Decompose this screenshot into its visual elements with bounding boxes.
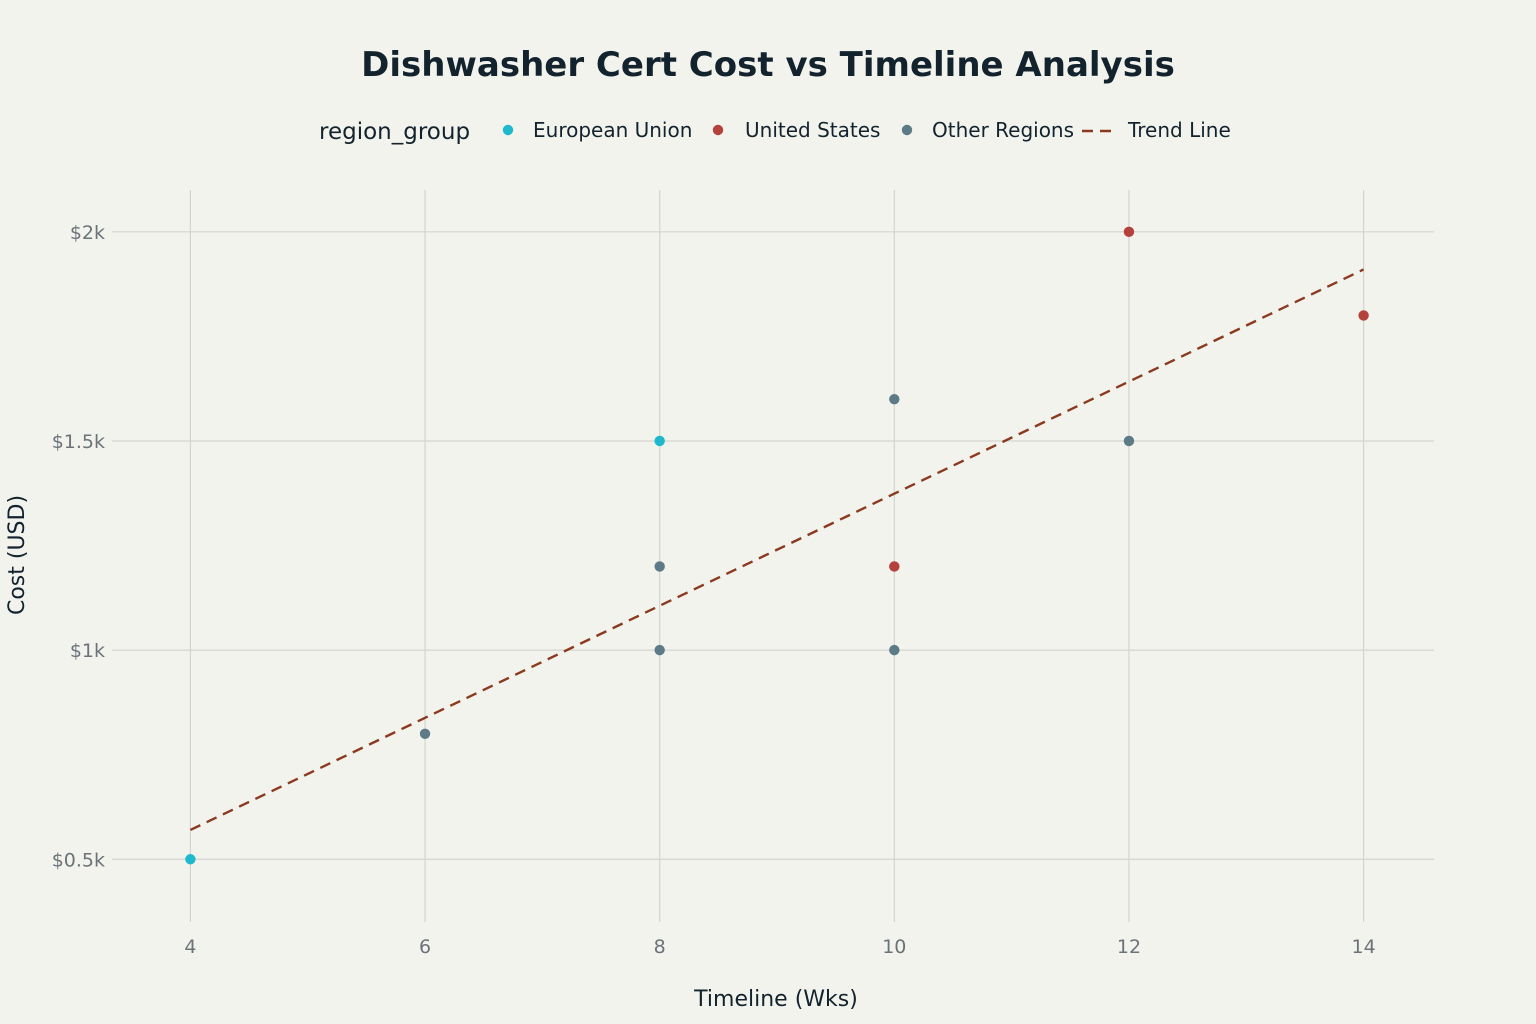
point-other-regions[interactable]: [654, 561, 665, 572]
legend-label-other-regions: Other Regions: [932, 118, 1074, 142]
legend-marker-european-union: [502, 124, 514, 136]
point-other-regions[interactable]: [889, 393, 900, 405]
trend-line: [189, 268, 1365, 832]
legend-item-trend-line[interactable]: Trend Line: [1082, 118, 1231, 142]
legend-item-united-states[interactable]: United States: [712, 118, 881, 142]
y-axis-title: Cost (USD): [5, 495, 30, 615]
x-tick-label: 6: [419, 936, 431, 958]
chart-title: Dishwasher Cert Cost vs Timeline Analysi…: [361, 45, 1175, 85]
legend-label-european-union: European Union: [533, 118, 692, 142]
point-other-regions[interactable]: [889, 644, 900, 656]
point-european-union[interactable]: [185, 854, 196, 865]
legend-label-trend-line: Trend Line: [1127, 118, 1231, 142]
point-united-states[interactable]: [1123, 226, 1135, 238]
x-tick-label: 8: [654, 936, 666, 958]
legend-marker-other-regions: [901, 124, 913, 136]
legend-item-other-regions[interactable]: Other Regions: [901, 118, 1074, 142]
y-tick-label: $1.5k: [52, 431, 105, 453]
grid: [112, 190, 1434, 922]
legend-label-united-states: United States: [745, 118, 880, 142]
x-tick-label: 14: [1352, 936, 1376, 958]
x-axis-title: Timeline (Wks): [693, 987, 858, 1012]
point-other-regions[interactable]: [419, 728, 431, 739]
legend: region_group European Union United States…: [319, 118, 1231, 145]
point-european-union[interactable]: [654, 435, 665, 447]
legend-item-european-union[interactable]: European Union: [502, 118, 693, 142]
point-united-states[interactable]: [889, 561, 900, 572]
legend-title: region_group: [319, 119, 470, 145]
y-tick-label: $0.5k: [52, 849, 105, 871]
point-united-states[interactable]: [1358, 310, 1369, 321]
y-tick-label: $1k: [70, 640, 105, 662]
x-axis-ticks: 4 6 8 10 12 14: [184, 936, 1375, 958]
data-points: [185, 226, 1369, 865]
point-other-regions[interactable]: [654, 644, 665, 656]
trend-line-group: [189, 268, 1365, 832]
x-tick-label: 10: [882, 936, 906, 958]
y-axis-ticks: $0.5k $1k $1.5k $2k: [52, 222, 105, 871]
x-tick-label: 4: [184, 936, 196, 958]
point-other-regions[interactable]: [1123, 435, 1135, 447]
legend-marker-united-states: [712, 124, 724, 136]
y-tick-label: $2k: [70, 222, 105, 244]
x-tick-label: 12: [1117, 936, 1141, 958]
